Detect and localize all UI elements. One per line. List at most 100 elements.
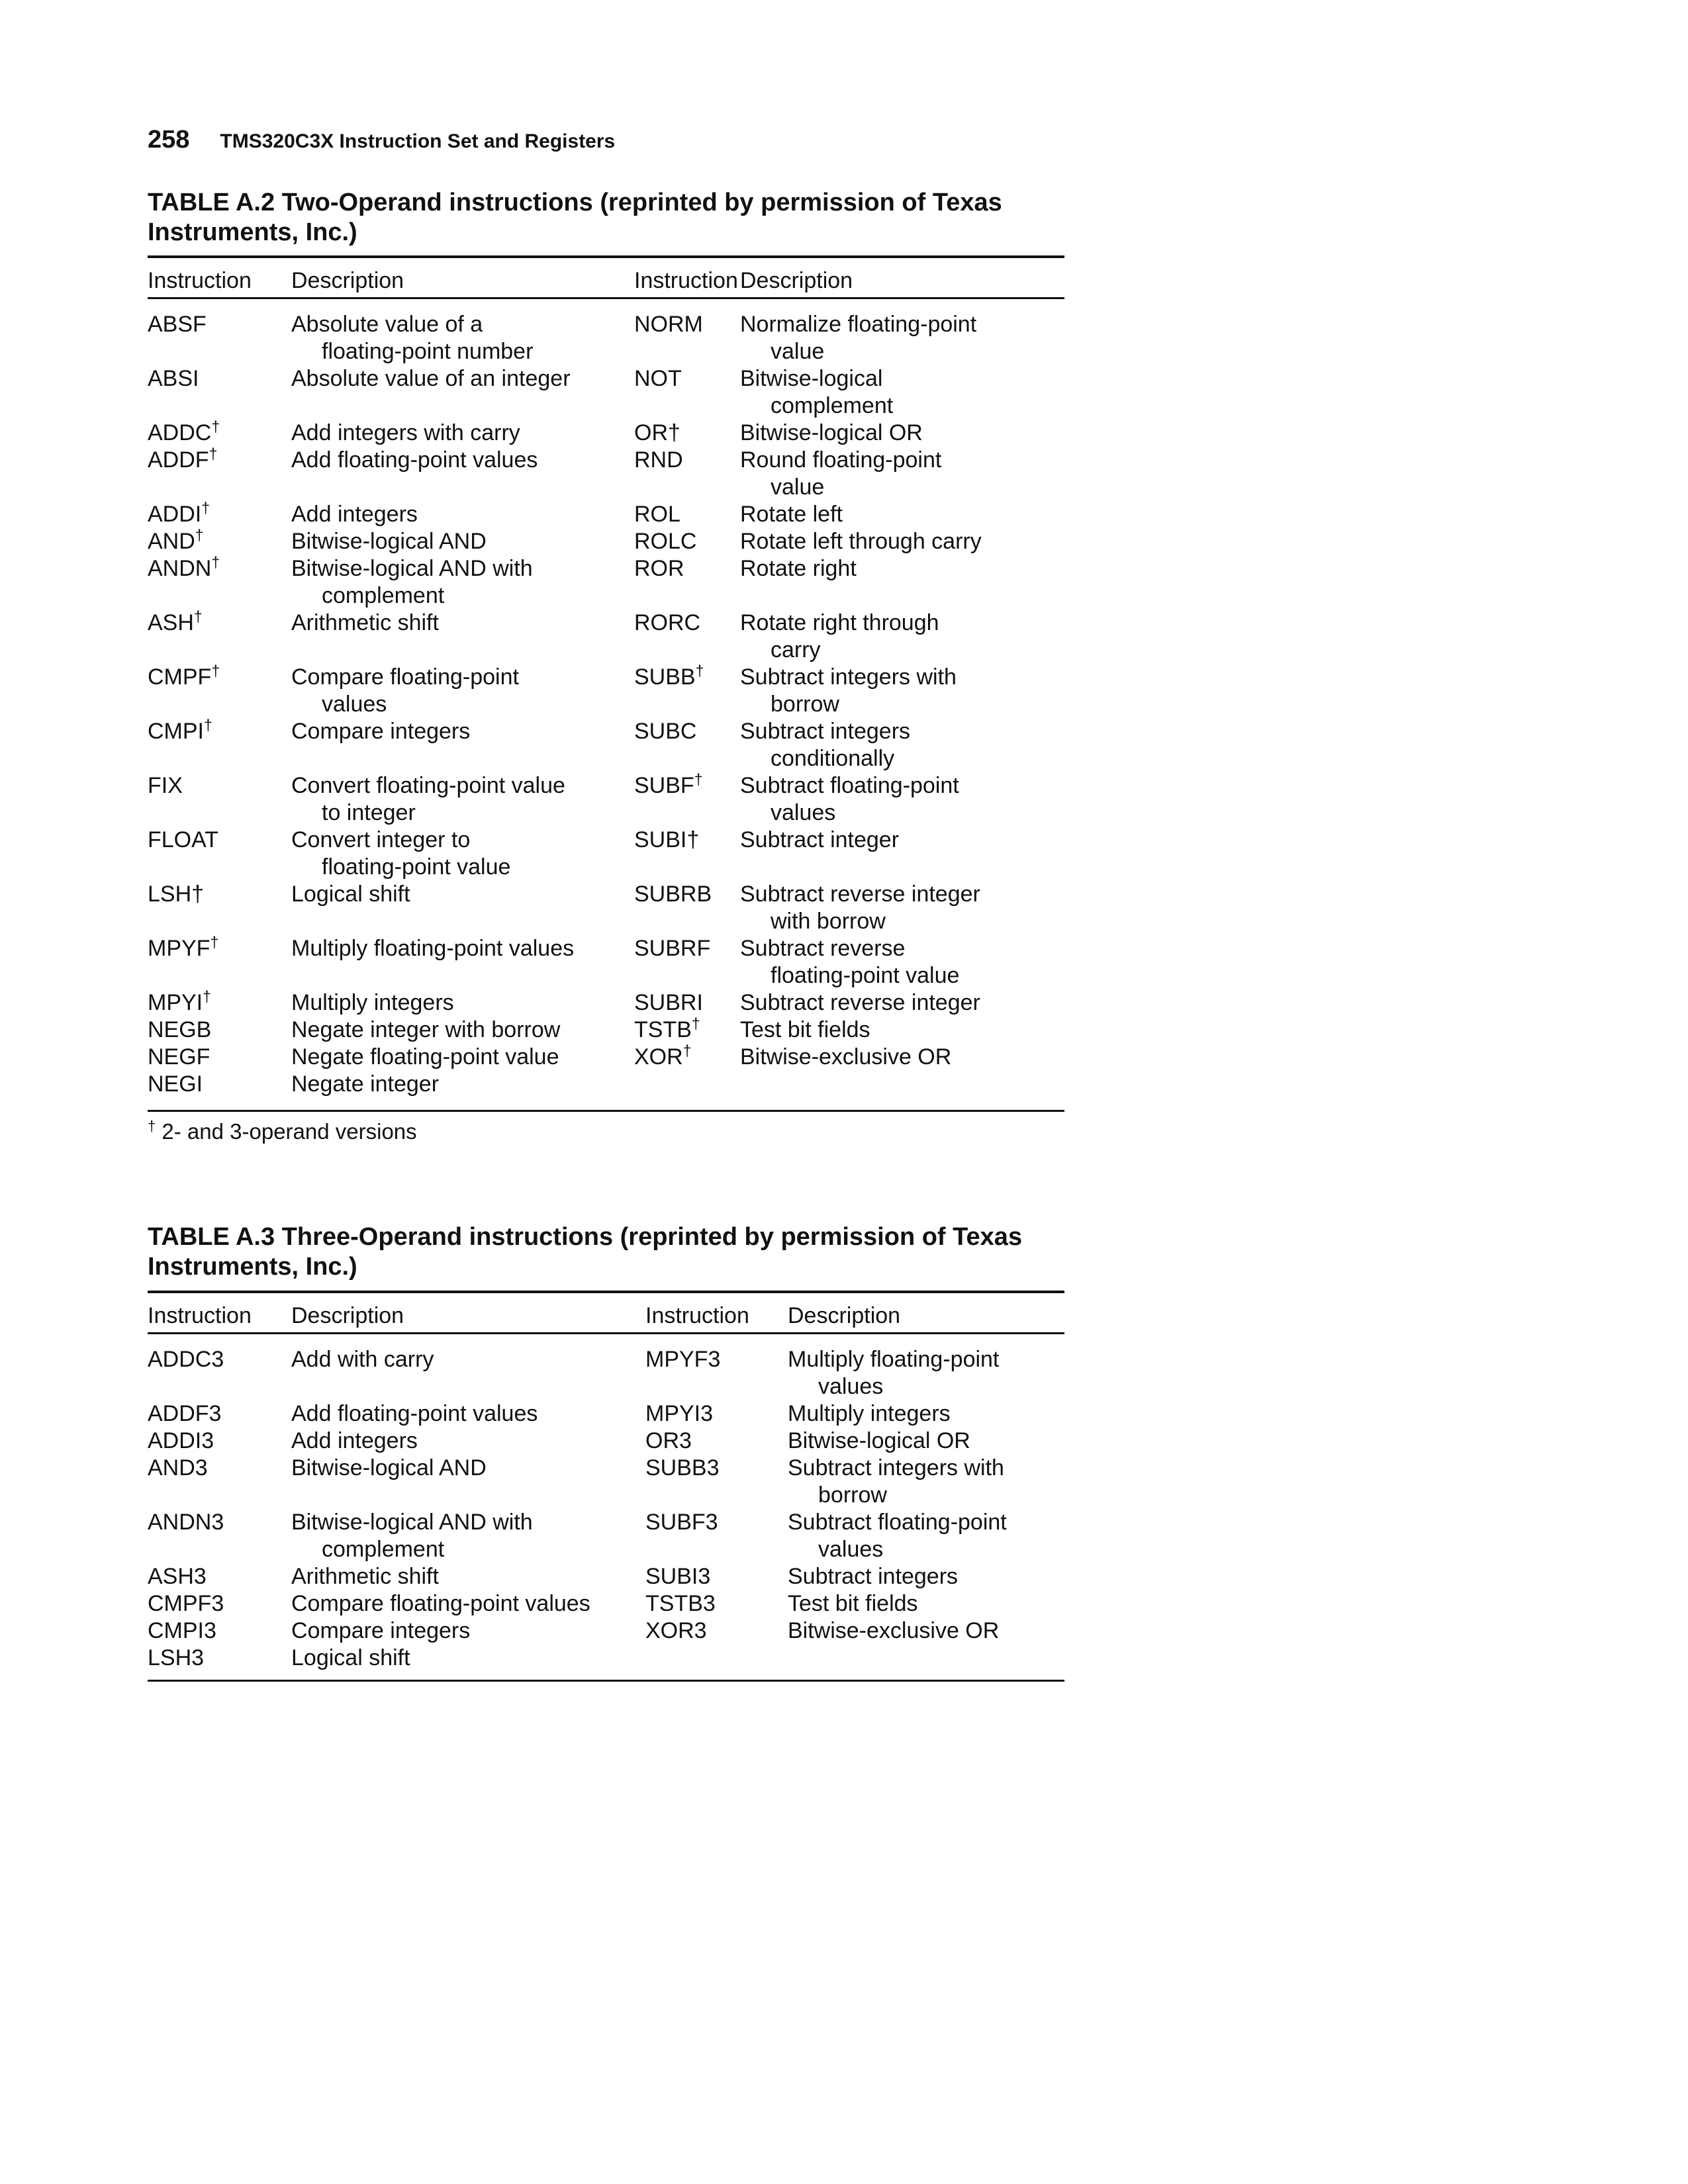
description-line: Bitwise-logical AND with bbox=[291, 556, 533, 581]
instruction-cell: NEGF bbox=[148, 1044, 211, 1069]
description-cell: Compare floating-point values bbox=[291, 1590, 645, 1617]
description-cell: Bitwise-logical AND with complement bbox=[291, 1509, 645, 1563]
column-header-instruction-2: Instruction bbox=[634, 268, 738, 293]
description-cell: Compare integers bbox=[291, 718, 634, 772]
description-line: Bitwise-logical OR bbox=[788, 1428, 970, 1453]
instruction-cell: ROLC bbox=[634, 529, 697, 554]
description-line: Subtract integers bbox=[788, 1564, 959, 1589]
description-line: Multiply integers bbox=[291, 990, 454, 1015]
table-a3-bottom-rule bbox=[148, 1680, 1064, 1682]
description-cell: Negate integer bbox=[291, 1071, 634, 1098]
dagger-icon: † bbox=[211, 418, 220, 435]
instruction-cell bbox=[645, 1645, 788, 1672]
instruction-cell: SUBF† bbox=[634, 770, 703, 798]
description-cell: Add integers with carry bbox=[291, 420, 634, 447]
description-line: Bitwise-logical AND bbox=[291, 529, 487, 554]
column-header-description-2: Description bbox=[788, 1303, 901, 1328]
description-cell: Multiply floating-point values bbox=[788, 1346, 1064, 1400]
dagger-icon: † bbox=[203, 987, 211, 1005]
instruction-cell: ADDI3 bbox=[148, 1428, 214, 1453]
description-cell: Rotate left through carry bbox=[740, 528, 1064, 555]
dagger-icon: † bbox=[211, 662, 220, 680]
description-line: carry bbox=[771, 637, 821, 662]
dagger-icon: † bbox=[691, 1015, 700, 1032]
description-line: Subtract integers bbox=[740, 719, 911, 744]
instruction-cell: ROR bbox=[634, 556, 684, 581]
description-line: complement bbox=[322, 1537, 445, 1562]
instruction-cell: XOR3 bbox=[645, 1618, 707, 1643]
description-cell: Normalize floating-point value bbox=[740, 311, 1064, 365]
description-line: values bbox=[818, 1374, 884, 1399]
description-cell: Subtract floating-point values bbox=[788, 1509, 1064, 1563]
description-line: Multiply integers bbox=[788, 1401, 951, 1426]
table-a2-header-rule bbox=[148, 297, 1064, 299]
description-line: Negate integer with borrow bbox=[291, 1017, 561, 1042]
instruction-cell: CMPF3 bbox=[148, 1591, 224, 1616]
description-cell: Convert integer to floating-point value bbox=[291, 827, 634, 881]
instruction-cell: TSTB3 bbox=[645, 1591, 716, 1616]
description-cell: Absolute value of an integer bbox=[291, 365, 634, 420]
description-line: Add floating-point values bbox=[291, 447, 538, 473]
description-cell: Test bit fields bbox=[740, 1017, 1064, 1044]
description-line: Negate floating-point value bbox=[291, 1044, 559, 1069]
description-cell: Subtract reverse integer bbox=[740, 989, 1064, 1017]
description-line: Subtract integer bbox=[740, 827, 900, 852]
column-header-instruction-1: Instruction bbox=[148, 1303, 252, 1328]
description-line: with borrow bbox=[771, 909, 886, 934]
description-line: Negate integer bbox=[291, 1071, 440, 1097]
description-cell: Convert floating-point value to integer bbox=[291, 772, 634, 827]
description-line: Test bit fields bbox=[740, 1017, 870, 1042]
dagger-icon: † bbox=[211, 553, 220, 571]
column-header-description-2: Description bbox=[740, 268, 853, 293]
description-line: Arithmetic shift bbox=[291, 1564, 439, 1589]
table-a2-title-line-1: TABLE A.2 Two-Operand instructions (repr… bbox=[148, 189, 1002, 216]
description-line: borrow bbox=[771, 692, 839, 717]
description-line: Add integers with carry bbox=[291, 420, 520, 445]
table-a3-title-line-1: TABLE A.3 Three-Operand instructions (re… bbox=[148, 1223, 1023, 1251]
description-line: Logical shift bbox=[291, 1645, 410, 1670]
dagger-icon: † bbox=[193, 608, 203, 625]
description-line: Multiply floating-point bbox=[788, 1347, 1000, 1372]
description-line: Add integers bbox=[291, 502, 418, 527]
table-a3-column-headers: Instruction Description Instruction Desc… bbox=[148, 1302, 1064, 1330]
description-line: complement bbox=[322, 583, 445, 608]
description-cell: Round floating-point value bbox=[740, 447, 1064, 501]
description-line: value bbox=[771, 475, 825, 500]
description-line: Compare floating-point values bbox=[291, 1591, 590, 1616]
description-line: Rotate left bbox=[740, 502, 843, 527]
instruction-cell: SUBRI bbox=[634, 990, 703, 1015]
description-line: borrow bbox=[818, 1482, 887, 1508]
instruction-cell: ANDN† bbox=[148, 553, 220, 581]
instruction-cell: ADDI† bbox=[148, 499, 211, 527]
instruction-cell: ASH† bbox=[148, 608, 203, 635]
dagger-icon: † bbox=[195, 526, 204, 544]
description-line: values bbox=[771, 800, 836, 825]
instruction-cell: SUBC bbox=[634, 719, 697, 744]
description-cell: Multiply integers bbox=[291, 989, 634, 1017]
table-a3-title: TABLE A.3 Three-Operand instructions (re… bbox=[148, 1222, 1064, 1282]
description-cell: Logical shift bbox=[291, 881, 634, 935]
description-line: Round floating-point bbox=[740, 447, 942, 473]
description-cell: Absolute value of a floating-point number bbox=[291, 311, 634, 365]
description-cell: Add integers bbox=[291, 501, 634, 528]
table-a2-column-headers: Instruction Description Instruction Desc… bbox=[148, 267, 1064, 295]
page-number: 258 bbox=[148, 126, 190, 154]
description-line: Compare floating-point bbox=[291, 664, 519, 690]
instruction-cell: SUBF3 bbox=[645, 1510, 718, 1535]
description-cell: Bitwise-exclusive OR bbox=[740, 1044, 1064, 1071]
description-line: values bbox=[322, 692, 387, 717]
dagger-icon: † bbox=[148, 1118, 156, 1134]
instruction-cell: SUBRF bbox=[634, 936, 711, 961]
description-line: Normalize floating-point bbox=[740, 312, 977, 337]
description-cell: Add floating-point values bbox=[291, 1400, 645, 1428]
table-a2-body: ABSF Absolute value of a floating-point nu… bbox=[148, 311, 1064, 1098]
column-header-description-1: Description bbox=[291, 268, 404, 293]
page-header: 258 TMS320C3X Instruction Set and Regist… bbox=[148, 126, 1064, 154]
description-cell: Multiply integers bbox=[788, 1400, 1064, 1428]
description-cell: Bitwise-logical AND bbox=[291, 528, 634, 555]
description-line: Arithmetic shift bbox=[291, 610, 439, 635]
instruction-cell: AND3 bbox=[148, 1455, 208, 1480]
description-cell: Rotate right bbox=[740, 555, 1064, 610]
column-header-instruction-1: Instruction bbox=[148, 268, 252, 293]
dagger-icon: † bbox=[201, 499, 211, 517]
